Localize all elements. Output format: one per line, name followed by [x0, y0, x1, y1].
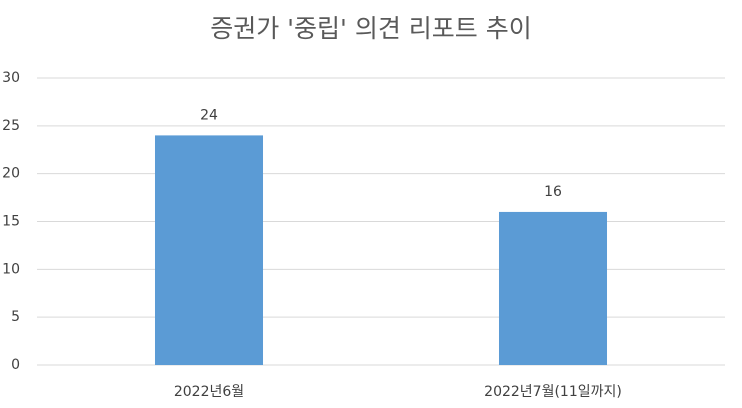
bar: [498, 211, 608, 365]
y-tick-label: 10: [2, 261, 20, 277]
bar: [154, 135, 264, 365]
y-tick-label: 15: [2, 214, 20, 230]
y-tick-label: 25: [2, 118, 20, 134]
x-tick-label: 2022년7월(11일까지): [484, 384, 622, 400]
data-label: 24: [200, 107, 218, 123]
y-tick-label: 30: [2, 70, 20, 86]
chart-title: 증권가 '중립' 의견 리포트 추이: [210, 14, 532, 43]
x-tick-label: 2022년6월: [174, 384, 244, 400]
y-tick-label: 0: [11, 357, 20, 373]
y-tick-label: 5: [11, 309, 20, 325]
y-tick-label: 20: [2, 166, 20, 182]
data-label: 16: [544, 184, 562, 200]
